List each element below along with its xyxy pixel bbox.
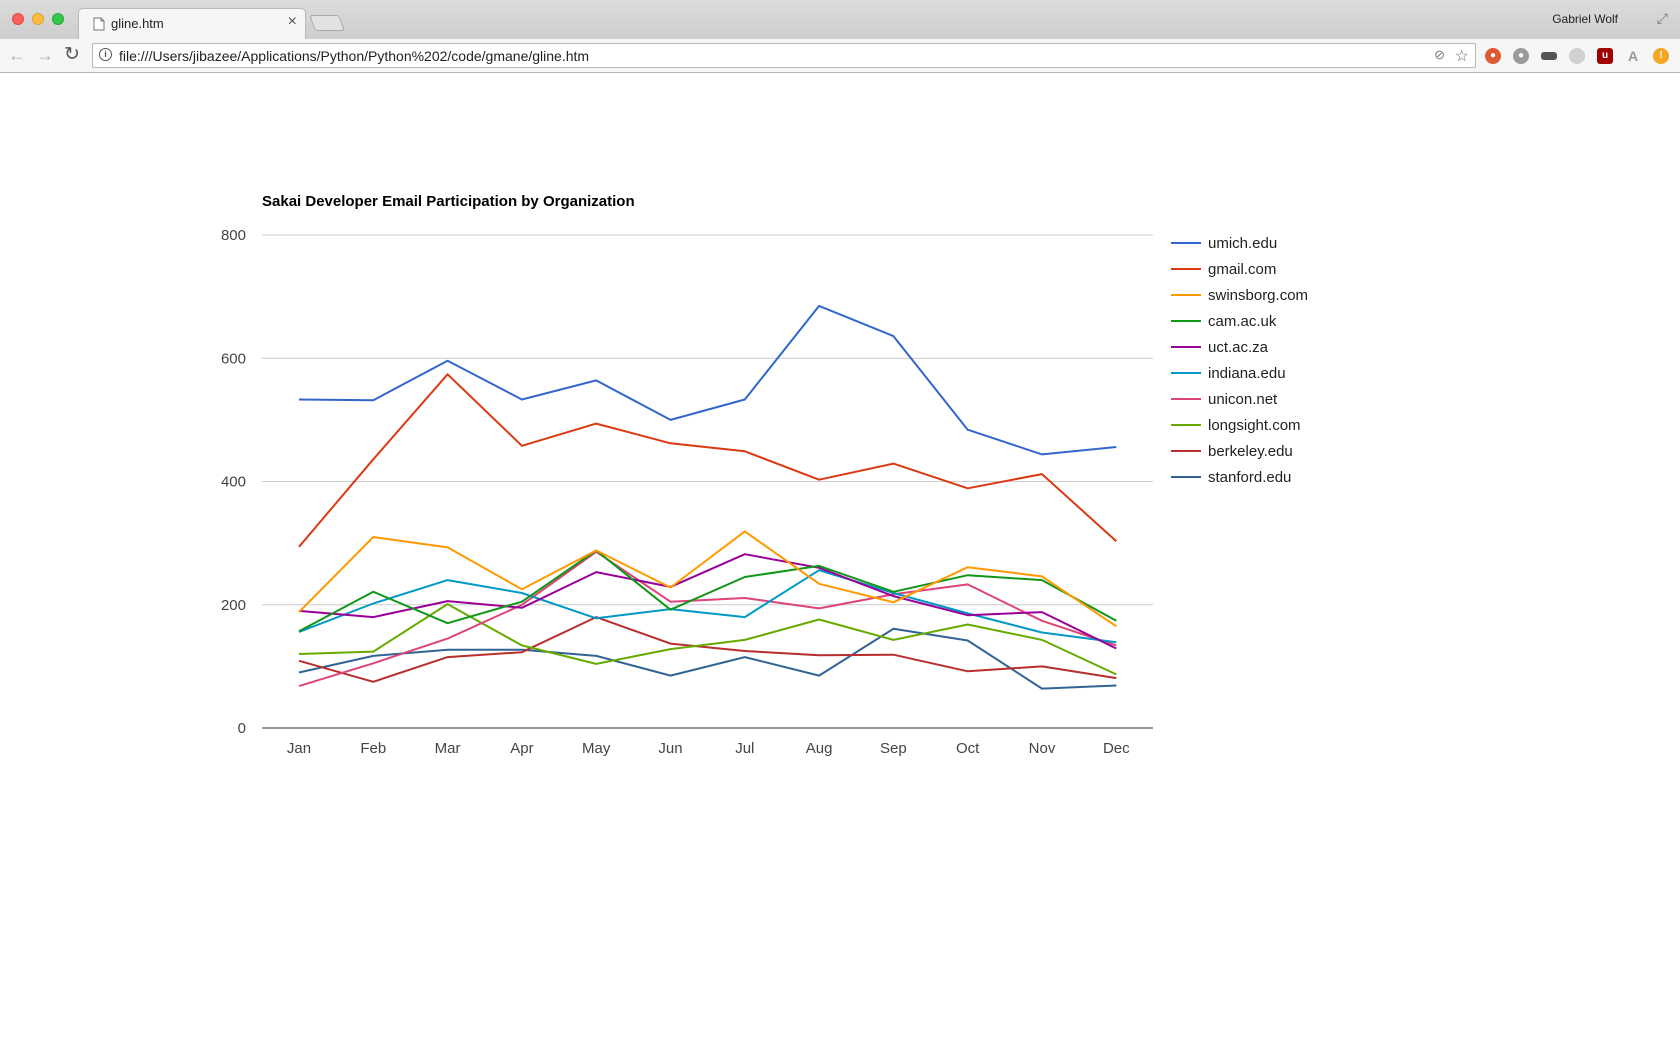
- browser-tab[interactable]: gline.htm ×: [78, 8, 306, 39]
- x-tick-label: Oct: [956, 740, 980, 757]
- legend-item[interactable]: stanford.edu: [1171, 469, 1291, 486]
- legend-label: uct.ac.za: [1208, 339, 1269, 356]
- series-line-stanford-edu[interactable]: [298, 627, 1117, 690]
- tab-close-icon[interactable]: ×: [287, 13, 297, 30]
- y-tick-label: 200: [221, 597, 246, 614]
- page-icon: [93, 17, 105, 31]
- chart-grid: [262, 234, 1153, 729]
- star-icon[interactable]: ☆: [1454, 48, 1469, 65]
- series-line-unicon-net[interactable]: [298, 550, 1117, 688]
- series-line-longsight-com[interactable]: [298, 603, 1117, 676]
- series-line-umich-edu[interactable]: [298, 304, 1117, 456]
- x-tick-label: Jul: [735, 740, 754, 757]
- x-tick-label: Mar: [435, 740, 461, 757]
- x-tick-label: Aug: [806, 740, 833, 757]
- x-axis: Jan Feb Mar Apr May Jun Jul Aug Sep Oct Nov Dec: [287, 740, 1130, 757]
- chart-series: [298, 304, 1117, 690]
- legend-label: berkeley.edu: [1208, 443, 1293, 460]
- legend-label: indiana.edu: [1208, 365, 1286, 382]
- reload-icon[interactable]: ↻: [64, 44, 80, 65]
- maximize-window-icon[interactable]: [52, 13, 64, 25]
- legend-item[interactable]: cam.ac.uk: [1171, 313, 1277, 330]
- y-tick-label: 400: [221, 474, 246, 491]
- x-tick-label: Sep: [880, 740, 907, 757]
- minimize-window-icon[interactable]: [32, 13, 44, 25]
- url-text[interactable]: file:///Users/jibazee/Applications/Pytho…: [119, 48, 590, 64]
- y-tick-label: 0: [238, 720, 246, 737]
- close-window-icon[interactable]: [12, 13, 24, 25]
- forward-icon[interactable]: →: [36, 45, 54, 65]
- legend-item[interactable]: indiana.edu: [1171, 365, 1286, 382]
- info-icon[interactable]: i: [99, 48, 112, 61]
- legend-label: gmail.com: [1208, 261, 1276, 278]
- x-tick-label: Feb: [360, 740, 386, 757]
- tab-title: gline.htm: [111, 16, 164, 31]
- legend-label: cam.ac.uk: [1208, 313, 1277, 330]
- legend-item[interactable]: longsight.com: [1171, 417, 1301, 434]
- chart-legend: umich.edu gmail.com swinsborg.com cam.ac.uk…: [1171, 235, 1308, 486]
- series-line-cam-ac-uk[interactable]: [298, 549, 1117, 633]
- ublock-icon[interactable]: u: [1597, 48, 1613, 64]
- browser-tab-bar: gline.htm × Gabriel Wolf ⤢: [0, 0, 1680, 39]
- legend-label: stanford.edu: [1208, 469, 1291, 486]
- series-line-uct-ac-za[interactable]: [298, 553, 1117, 650]
- legend-label: unicon.net: [1208, 391, 1278, 408]
- legend-item[interactable]: uct.ac.za: [1171, 339, 1269, 356]
- fullscreen-icon[interactable]: ⤢: [1656, 10, 1668, 26]
- profile-name[interactable]: Gabriel Wolf: [1552, 12, 1618, 26]
- legend-item[interactable]: unicon.net: [1171, 391, 1278, 408]
- extension-icon[interactable]: [1569, 48, 1585, 64]
- x-tick-label: Jun: [658, 740, 682, 757]
- legend-label: umich.edu: [1208, 235, 1277, 252]
- alert-icon[interactable]: !: [1653, 48, 1669, 64]
- y-tick-label: 600: [221, 350, 246, 367]
- translate-icon[interactable]: ⊘: [1434, 47, 1445, 62]
- legend-item[interactable]: gmail.com: [1171, 261, 1276, 278]
- y-axis: 0 200 400 600 800: [221, 227, 246, 737]
- series-line-berkeley-edu[interactable]: [298, 616, 1117, 683]
- browser-toolbar: ← → ↻ i file:///Users/jibazee/Applicatio…: [0, 39, 1680, 73]
- legend-label: longsight.com: [1208, 417, 1301, 434]
- duckduckgo-icon[interactable]: ●: [1485, 48, 1501, 64]
- back-icon[interactable]: ←: [8, 45, 26, 65]
- x-tick-label: Apr: [510, 740, 533, 757]
- font-size-icon[interactable]: A: [1627, 48, 1639, 64]
- y-tick-label: 800: [221, 227, 246, 244]
- x-tick-label: Dec: [1103, 740, 1130, 757]
- legend-label: swinsborg.com: [1208, 287, 1308, 304]
- legend-item[interactable]: berkeley.edu: [1171, 443, 1293, 460]
- line-chart: Sakai Developer Email Participation by O…: [221, 193, 1308, 757]
- address-bar[interactable]: i file:///Users/jibazee/Applications/Pyt…: [92, 43, 1476, 68]
- ghostery-icon[interactable]: ●: [1513, 48, 1529, 64]
- x-tick-label: Nov: [1029, 740, 1056, 757]
- series-line-gmail-com[interactable]: [298, 373, 1117, 548]
- incognito-icon[interactable]: [1541, 52, 1557, 60]
- series-line-indiana-edu[interactable]: [298, 569, 1117, 644]
- new-tab-button[interactable]: [309, 15, 345, 31]
- legend-item[interactable]: umich.edu: [1171, 235, 1277, 252]
- series-line-swinsborg-com[interactable]: [298, 530, 1117, 628]
- x-tick-label: May: [582, 740, 611, 757]
- x-tick-label: Jan: [287, 740, 311, 757]
- legend-item[interactable]: swinsborg.com: [1171, 287, 1308, 304]
- chart-title: Sakai Developer Email Participation by O…: [262, 193, 635, 210]
